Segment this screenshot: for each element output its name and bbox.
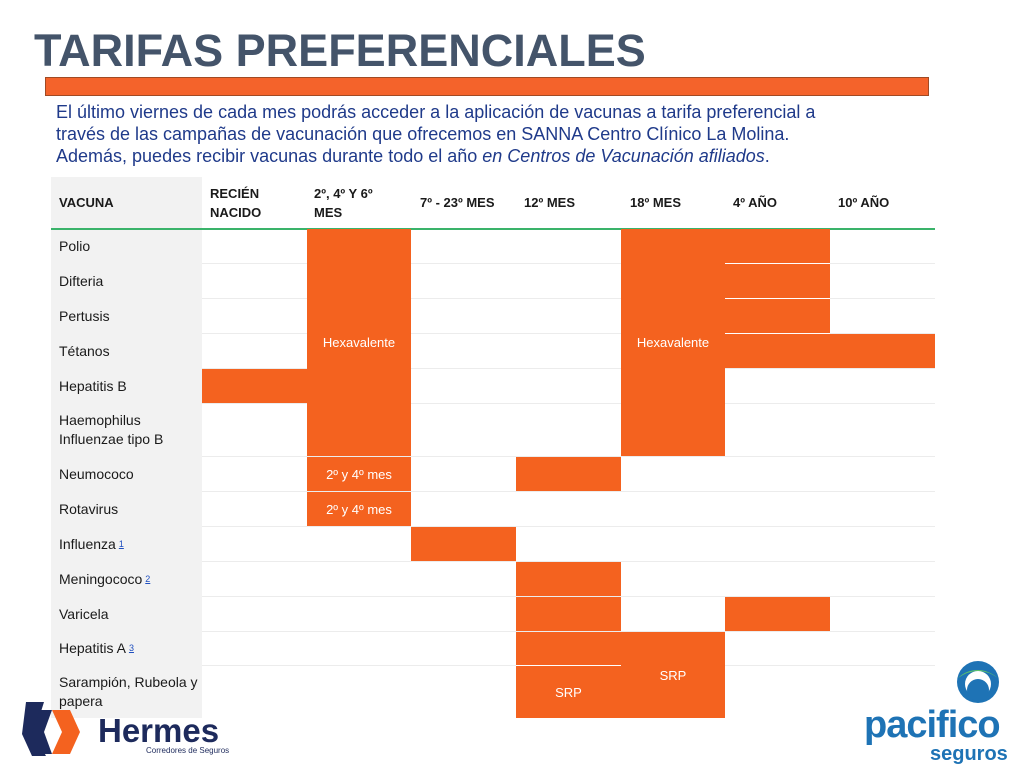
cell-hepatitis-b-recien-nacido [202, 369, 307, 403]
footnote-link-2[interactable]: 2 [145, 573, 151, 584]
cell-tetanos-4-10-ano [725, 334, 935, 368]
row-divider [202, 631, 935, 632]
cell-varicela-4-ano [725, 597, 830, 631]
row-divider [202, 596, 935, 597]
header-7-23-mes: 7º - 23º MES [420, 195, 495, 210]
row-label-influenza: Influenza 1 [59, 535, 124, 552]
cell-pertusis-4-ano [725, 299, 830, 334]
row-divider [202, 263, 935, 264]
row-divider [202, 491, 935, 492]
title-underline-bar [45, 77, 929, 96]
row-divider [202, 368, 935, 369]
hermes-mark-icon [22, 702, 80, 756]
header-12-mes: 12º MES [524, 195, 575, 210]
cell-meningococo-12 [516, 562, 621, 596]
hermes-tagline: Corredores de Seguros [146, 746, 230, 755]
row-label-polio: Polio [59, 237, 91, 254]
header-18-mes: 18º MES [630, 195, 681, 210]
row-label-pertusis: Pertusis [59, 307, 110, 324]
cell-hexavalente-18: Hexavalente [621, 229, 725, 456]
intro-paragraph: El último viernes de cada mes podrás acc… [56, 101, 936, 167]
cell-srp-18: SRP [621, 632, 725, 718]
pacifico-logo: pacifico seguros [860, 660, 1010, 765]
intro-line-3-italic: en Centros de Vacunación afiliados [482, 146, 765, 166]
cell-srp-12: SRP [516, 666, 621, 718]
row-label-rotavirus: Rotavirus [59, 500, 119, 517]
header-10-ano: 10º AÑO [838, 195, 890, 210]
vaccine-column-background [51, 177, 202, 718]
row-label-haemophilus: Haemophilus Influenzae tipo B [59, 412, 164, 447]
row-label-meningococo: Meningococo 2 [59, 570, 151, 587]
footnote-link-1[interactable]: 1 [118, 538, 124, 549]
cell-neumococo-2-4: 2º y 4º mes [307, 457, 411, 491]
header-4-ano: 4º AÑO [733, 195, 777, 210]
header-rule [51, 228, 935, 230]
cell-neumococo-12 [516, 457, 621, 491]
header-vacuna: VACUNA [59, 195, 114, 210]
pacifico-globe-icon [957, 661, 999, 703]
intro-line-3-plain: Además, puedes recibir vacunas durante t… [56, 146, 483, 166]
cell-hexavalente-2-4-6: Hexavalente [307, 229, 411, 456]
cell-polio-4-ano [725, 229, 830, 264]
header-recien-nacido: RECIÉN NACIDO [210, 185, 262, 220]
pacifico-name: pacifico [864, 704, 1001, 746]
row-label-varicela: Varicela [59, 605, 109, 622]
header-2-4-6-mes: 2º, 4º Y 6º MES [314, 185, 373, 220]
row-divider [202, 298, 935, 299]
intro-line-3-end: . [764, 146, 770, 166]
pacifico-tagline: seguros [930, 743, 1008, 765]
row-label-sarampion: Sarampión, Rubeola y papera [59, 674, 198, 709]
row-label-difteria: Difteria [59, 272, 104, 289]
row-divider [202, 333, 935, 334]
intro-line-3: Además, puedes recibir vacunas durante t… [56, 145, 936, 167]
footnote-link-3[interactable]: 3 [128, 643, 134, 653]
row-divider [202, 403, 935, 404]
cell-difteria-4-ano [725, 264, 830, 299]
row-divider [202, 526, 935, 527]
row-label-neumococo: Neumococo [59, 465, 134, 482]
cell-hepatitis-a-12 [516, 632, 621, 666]
hermes-logo: Hermes Corredores de Seguros [22, 700, 252, 762]
cell-rotavirus-2-4: 2º y 4º mes [307, 492, 411, 526]
intro-line-2: través de las campañas de vacunación que… [56, 124, 790, 144]
page-title: TARIFAS PREFERENCIALES [34, 25, 646, 76]
row-label-hepatitis-b: Hepatitis B [59, 377, 127, 394]
cell-influenza-7-23 [411, 527, 516, 561]
hermes-name: Hermes [98, 712, 220, 749]
row-divider [202, 456, 935, 457]
row-label-tetanos: Tétanos [59, 342, 110, 359]
intro-line-1: El último viernes de cada mes podrás acc… [56, 102, 816, 122]
row-divider [202, 561, 935, 562]
cell-varicela-12 [516, 597, 621, 631]
